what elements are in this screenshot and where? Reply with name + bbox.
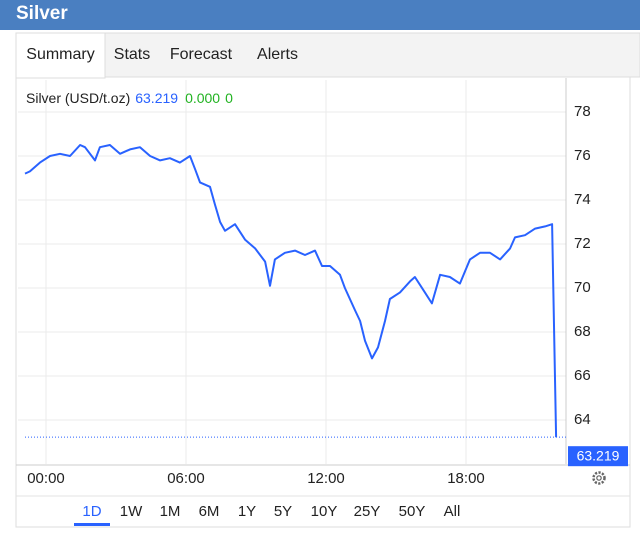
price-line <box>24 144 558 438</box>
range-button[interactable]: 1Y <box>238 503 256 520</box>
range-button[interactable]: 6M <box>199 503 220 520</box>
x-tick-label: 12:00 <box>307 470 345 487</box>
y-tick-label: 66 <box>574 367 591 384</box>
x-tick-label: 06:00 <box>167 470 205 487</box>
range-button[interactable]: 5Y <box>274 503 292 520</box>
range-button[interactable]: All <box>444 503 461 520</box>
legend-change-pct: 0 <box>225 90 233 106</box>
tab-bar <box>15 32 640 78</box>
range-button[interactable]: 50Y <box>399 503 426 520</box>
x-tick-label: 18:00 <box>447 470 485 487</box>
settings-icon[interactable] <box>592 471 606 485</box>
y-tick-label: 70 <box>574 279 591 296</box>
tab-selected <box>15 32 106 79</box>
range-selected <box>74 523 110 526</box>
tab[interactable]: Alerts <box>257 46 298 63</box>
tab[interactable]: Forecast <box>170 46 233 63</box>
range-button[interactable]: 1M <box>160 503 181 520</box>
tab[interactable]: Stats <box>114 46 150 63</box>
last-price-label: 63.219 <box>577 447 620 463</box>
range-button[interactable]: 25Y <box>354 503 381 520</box>
range-button[interactable]: 10Y <box>311 503 338 520</box>
range-button[interactable]: 1W <box>120 503 143 520</box>
header-bar <box>0 0 640 30</box>
gear-hole <box>596 475 602 481</box>
legend-change: 0.000 <box>185 90 220 106</box>
legend-price: 63.219 <box>135 90 178 106</box>
legend-name: Silver (USD/t.oz) <box>26 90 130 106</box>
last-price-box <box>568 446 628 467</box>
legend: Silver (USD/t.oz) 63.219 0.000 0 <box>26 90 233 106</box>
x-tick-label: 00:00 <box>27 470 65 487</box>
y-tick-label: 76 <box>574 147 591 164</box>
y-tick-label: 68 <box>574 323 591 340</box>
y-tick-label: 72 <box>574 235 591 252</box>
y-tick-label: 64 <box>574 411 591 428</box>
tab[interactable]: Summary <box>26 46 94 63</box>
header-title: Silver <box>16 3 68 24</box>
y-tick-label: 74 <box>574 191 591 208</box>
range-button[interactable]: 1D <box>82 503 101 520</box>
y-tick-label: 78 <box>574 103 591 120</box>
gear-ring <box>592 471 606 485</box>
